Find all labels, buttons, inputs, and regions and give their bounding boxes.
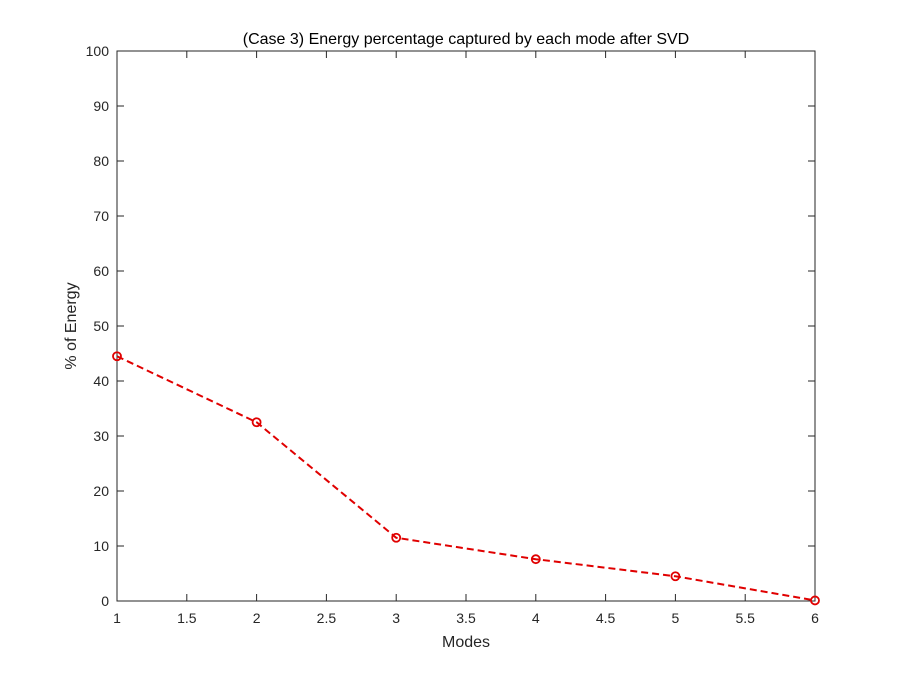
chart-title: (Case 3) Energy percentage captured by e… [243,31,689,48]
x-tick-label: 5.5 [735,610,755,626]
data-point [391,532,402,543]
x-axis-label: Modes [442,634,490,651]
x-tick-label: 1 [113,610,121,626]
x-tick-label: 1.5 [177,610,197,626]
y-tick-label: 0 [101,593,109,609]
y-axis: 0 10 20 30 40 50 60 70 80 90 100 [86,43,815,609]
series-line [116,355,816,602]
x-tick-label: 6 [811,610,819,626]
x-axis: 1 1.5 2 2.5 3 3.5 4 4.5 5 5.5 6 [113,51,819,626]
x-tick-label: 4.5 [596,610,616,626]
data-point [670,571,681,582]
y-tick-label: 50 [93,318,109,334]
data-point [112,351,122,362]
y-tick-label: 100 [86,43,110,59]
y-tick-label: 70 [93,208,109,224]
y-axis-label: % of Energy [63,282,80,369]
plot-area [116,50,816,602]
y-tick-label: 30 [93,428,109,444]
data-point [530,554,541,565]
x-tick-label: 5 [672,610,680,626]
x-tick-label: 2.5 [317,610,337,626]
data-point [810,595,820,606]
x-tick-label: 4 [532,610,540,626]
y-tick-label: 90 [93,98,109,114]
y-tick-label: 20 [93,483,109,499]
y-tick-label: 10 [93,538,109,554]
x-tick-label: 3 [392,610,400,626]
x-tick-label: 3.5 [456,610,476,626]
y-tick-label: 80 [93,153,109,169]
data-point [251,417,262,428]
series-layer [112,351,820,606]
y-tick-label: 60 [93,263,109,279]
x-tick-label: 2 [253,610,261,626]
y-tick-label: 40 [93,373,109,389]
